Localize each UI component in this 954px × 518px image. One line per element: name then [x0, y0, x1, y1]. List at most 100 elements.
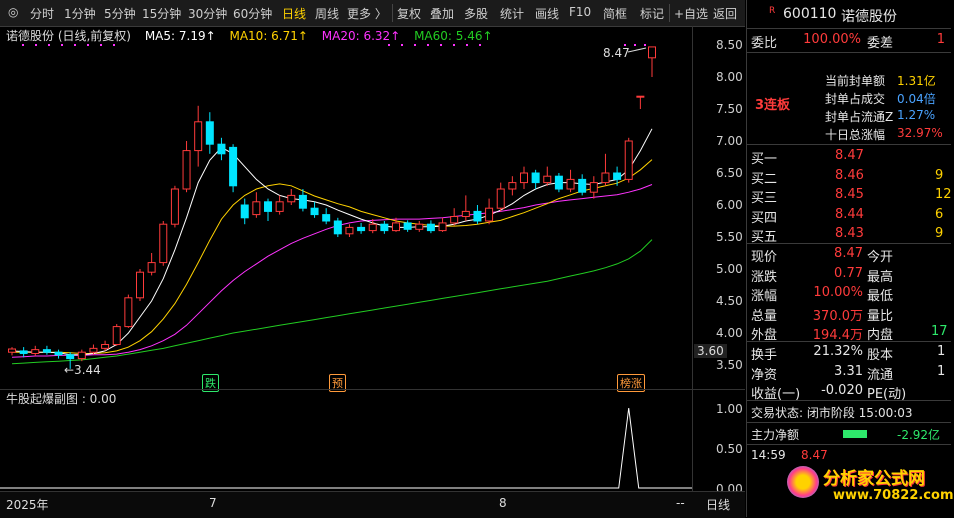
toolbar-item-7[interactable]: 周线: [315, 7, 340, 21]
toolbar-item-14[interactable]: F10: [569, 5, 592, 19]
candle-body[interactable]: [240, 204, 249, 219]
toolbar-item-18[interactable]: 返回: [713, 7, 738, 21]
candle-body[interactable]: [578, 178, 587, 193]
candle-body[interactable]: [508, 182, 517, 190]
toolbar-item-6[interactable]: 日线: [282, 7, 307, 21]
candle-body[interactable]: [589, 182, 598, 193]
candle-body[interactable]: [170, 188, 179, 225]
candle-body[interactable]: [54, 351, 63, 356]
toolbar-item-1[interactable]: 1分钟: [64, 7, 96, 21]
candle-body[interactable]: [252, 201, 261, 216]
candle-body[interactable]: [31, 349, 40, 354]
candle-body[interactable]: [182, 150, 191, 190]
signal-dot: [634, 44, 636, 46]
candle-body[interactable]: [287, 194, 296, 203]
candle-body[interactable]: [648, 46, 656, 59]
candle-body[interactable]: [298, 194, 307, 209]
candle-body[interactable]: [89, 347, 98, 353]
candle-body[interactable]: [275, 201, 284, 212]
candle-body[interactable]: [461, 210, 470, 218]
toolbar-item-12[interactable]: 统计: [500, 7, 525, 21]
candle-body[interactable]: [496, 188, 505, 209]
bid-price[interactable]: 8.47: [835, 148, 864, 163]
candle-body[interactable]: [322, 214, 331, 222]
toolbar-item-13[interactable]: 画线: [535, 7, 560, 21]
toolbar-item-4[interactable]: 30分钟: [188, 7, 228, 21]
tag-bangzhang[interactable]: 榜涨: [617, 374, 645, 392]
candle-body[interactable]: [438, 222, 447, 232]
candle-body[interactable]: [205, 121, 214, 145]
candle-body[interactable]: [473, 210, 482, 222]
candle-body[interactable]: [264, 201, 272, 212]
bid-price[interactable]: 8.43: [835, 226, 864, 241]
toolbar-item-0[interactable]: 分时: [30, 7, 55, 21]
tag-yu[interactable]: 预: [329, 374, 346, 392]
candle-body[interactable]: [624, 140, 633, 180]
toolbar-item-5[interactable]: 60分钟: [233, 7, 273, 21]
signal-dot: [87, 44, 89, 46]
toolbar-item-11[interactable]: 多股: [464, 7, 489, 21]
x-period-button[interactable]: 日线: [706, 498, 731, 512]
settings-icon[interactable]: ◎: [8, 5, 19, 19]
candle-body[interactable]: [159, 223, 168, 264]
signal-dot: [644, 44, 646, 46]
candle-body[interactable]: [8, 348, 16, 353]
candle-body[interactable]: [403, 222, 412, 230]
toolbar-item-3[interactable]: 15分钟: [142, 7, 182, 21]
candle-body[interactable]: [124, 297, 133, 328]
bid-price[interactable]: 8.44: [835, 206, 864, 222]
x-dash[interactable]: --: [676, 496, 685, 510]
ma-legend: 诺德股份 (日线,前复权) MA5: 7.19↑ MA10: 6.71↑ MA2…: [6, 27, 503, 43]
candle-body[interactable]: [543, 175, 552, 184]
price-tick: 4.00: [716, 326, 743, 340]
toolbar-item-17[interactable]: +自选: [674, 7, 709, 21]
tag-die[interactable]: 跌: [202, 374, 219, 392]
candle-body[interactable]: [368, 223, 377, 232]
candle-body[interactable]: [112, 326, 121, 346]
x-axis-bar: 2025年 7 8 -- 日线: [0, 491, 745, 518]
candle-body[interactable]: [194, 121, 203, 152]
info-label: 十日总涨幅: [825, 128, 886, 142]
subchart-title[interactable]: 牛股起爆副图 : 0.00: [6, 392, 117, 406]
candle-body[interactable]: [554, 175, 563, 190]
candle-body[interactable]: [380, 223, 389, 232]
sub-tick: 1.00: [716, 402, 743, 416]
main-flow-label[interactable]: 主力净额: [751, 428, 800, 442]
candle-body[interactable]: [101, 344, 110, 349]
indicator-subchart[interactable]: [0, 390, 692, 490]
candle-body[interactable]: [636, 95, 645, 98]
candle-body[interactable]: [77, 351, 86, 360]
candle-body[interactable]: [66, 354, 75, 360]
candle-body[interactable]: [392, 222, 400, 232]
toolbar-item-2[interactable]: 5分钟: [104, 7, 136, 21]
candle-body[interactable]: [147, 262, 156, 273]
toolbar-item-16[interactable]: 标记: [640, 7, 665, 21]
toolbar-item-15[interactable]: 简框: [603, 7, 628, 21]
candle-body[interactable]: [415, 223, 424, 230]
candle-body[interactable]: [345, 226, 354, 235]
candle-body[interactable]: [357, 226, 366, 232]
candlestick-chart[interactable]: [0, 44, 692, 390]
candle-body[interactable]: [520, 172, 528, 184]
candle-body[interactable]: [450, 216, 459, 224]
candle-body[interactable]: [217, 143, 226, 155]
toolbar-item-9[interactable]: 复权: [397, 7, 422, 21]
candle-body[interactable]: [601, 172, 610, 184]
candle-body[interactable]: [333, 220, 342, 235]
candle-body[interactable]: [566, 178, 575, 190]
bid-price[interactable]: 8.45: [835, 187, 864, 202]
toolbar-item-8[interactable]: 更多 〉: [347, 7, 387, 21]
candle-body[interactable]: [613, 172, 622, 180]
bid-price[interactable]: 8.46: [835, 167, 864, 183]
candle-body[interactable]: [229, 146, 238, 187]
candle-body[interactable]: [531, 172, 540, 184]
stat-value-2: 1: [937, 363, 946, 379]
toolbar-item-10[interactable]: 叠加: [430, 7, 455, 21]
candle-body[interactable]: [136, 271, 144, 299]
candle-body[interactable]: [19, 350, 28, 354]
candle-body[interactable]: [42, 349, 51, 353]
ma60-label: MA60: 5.46↑: [414, 29, 493, 43]
candle-body[interactable]: [426, 223, 435, 232]
candle-body[interactable]: [485, 207, 494, 222]
candle-body[interactable]: [310, 207, 319, 216]
